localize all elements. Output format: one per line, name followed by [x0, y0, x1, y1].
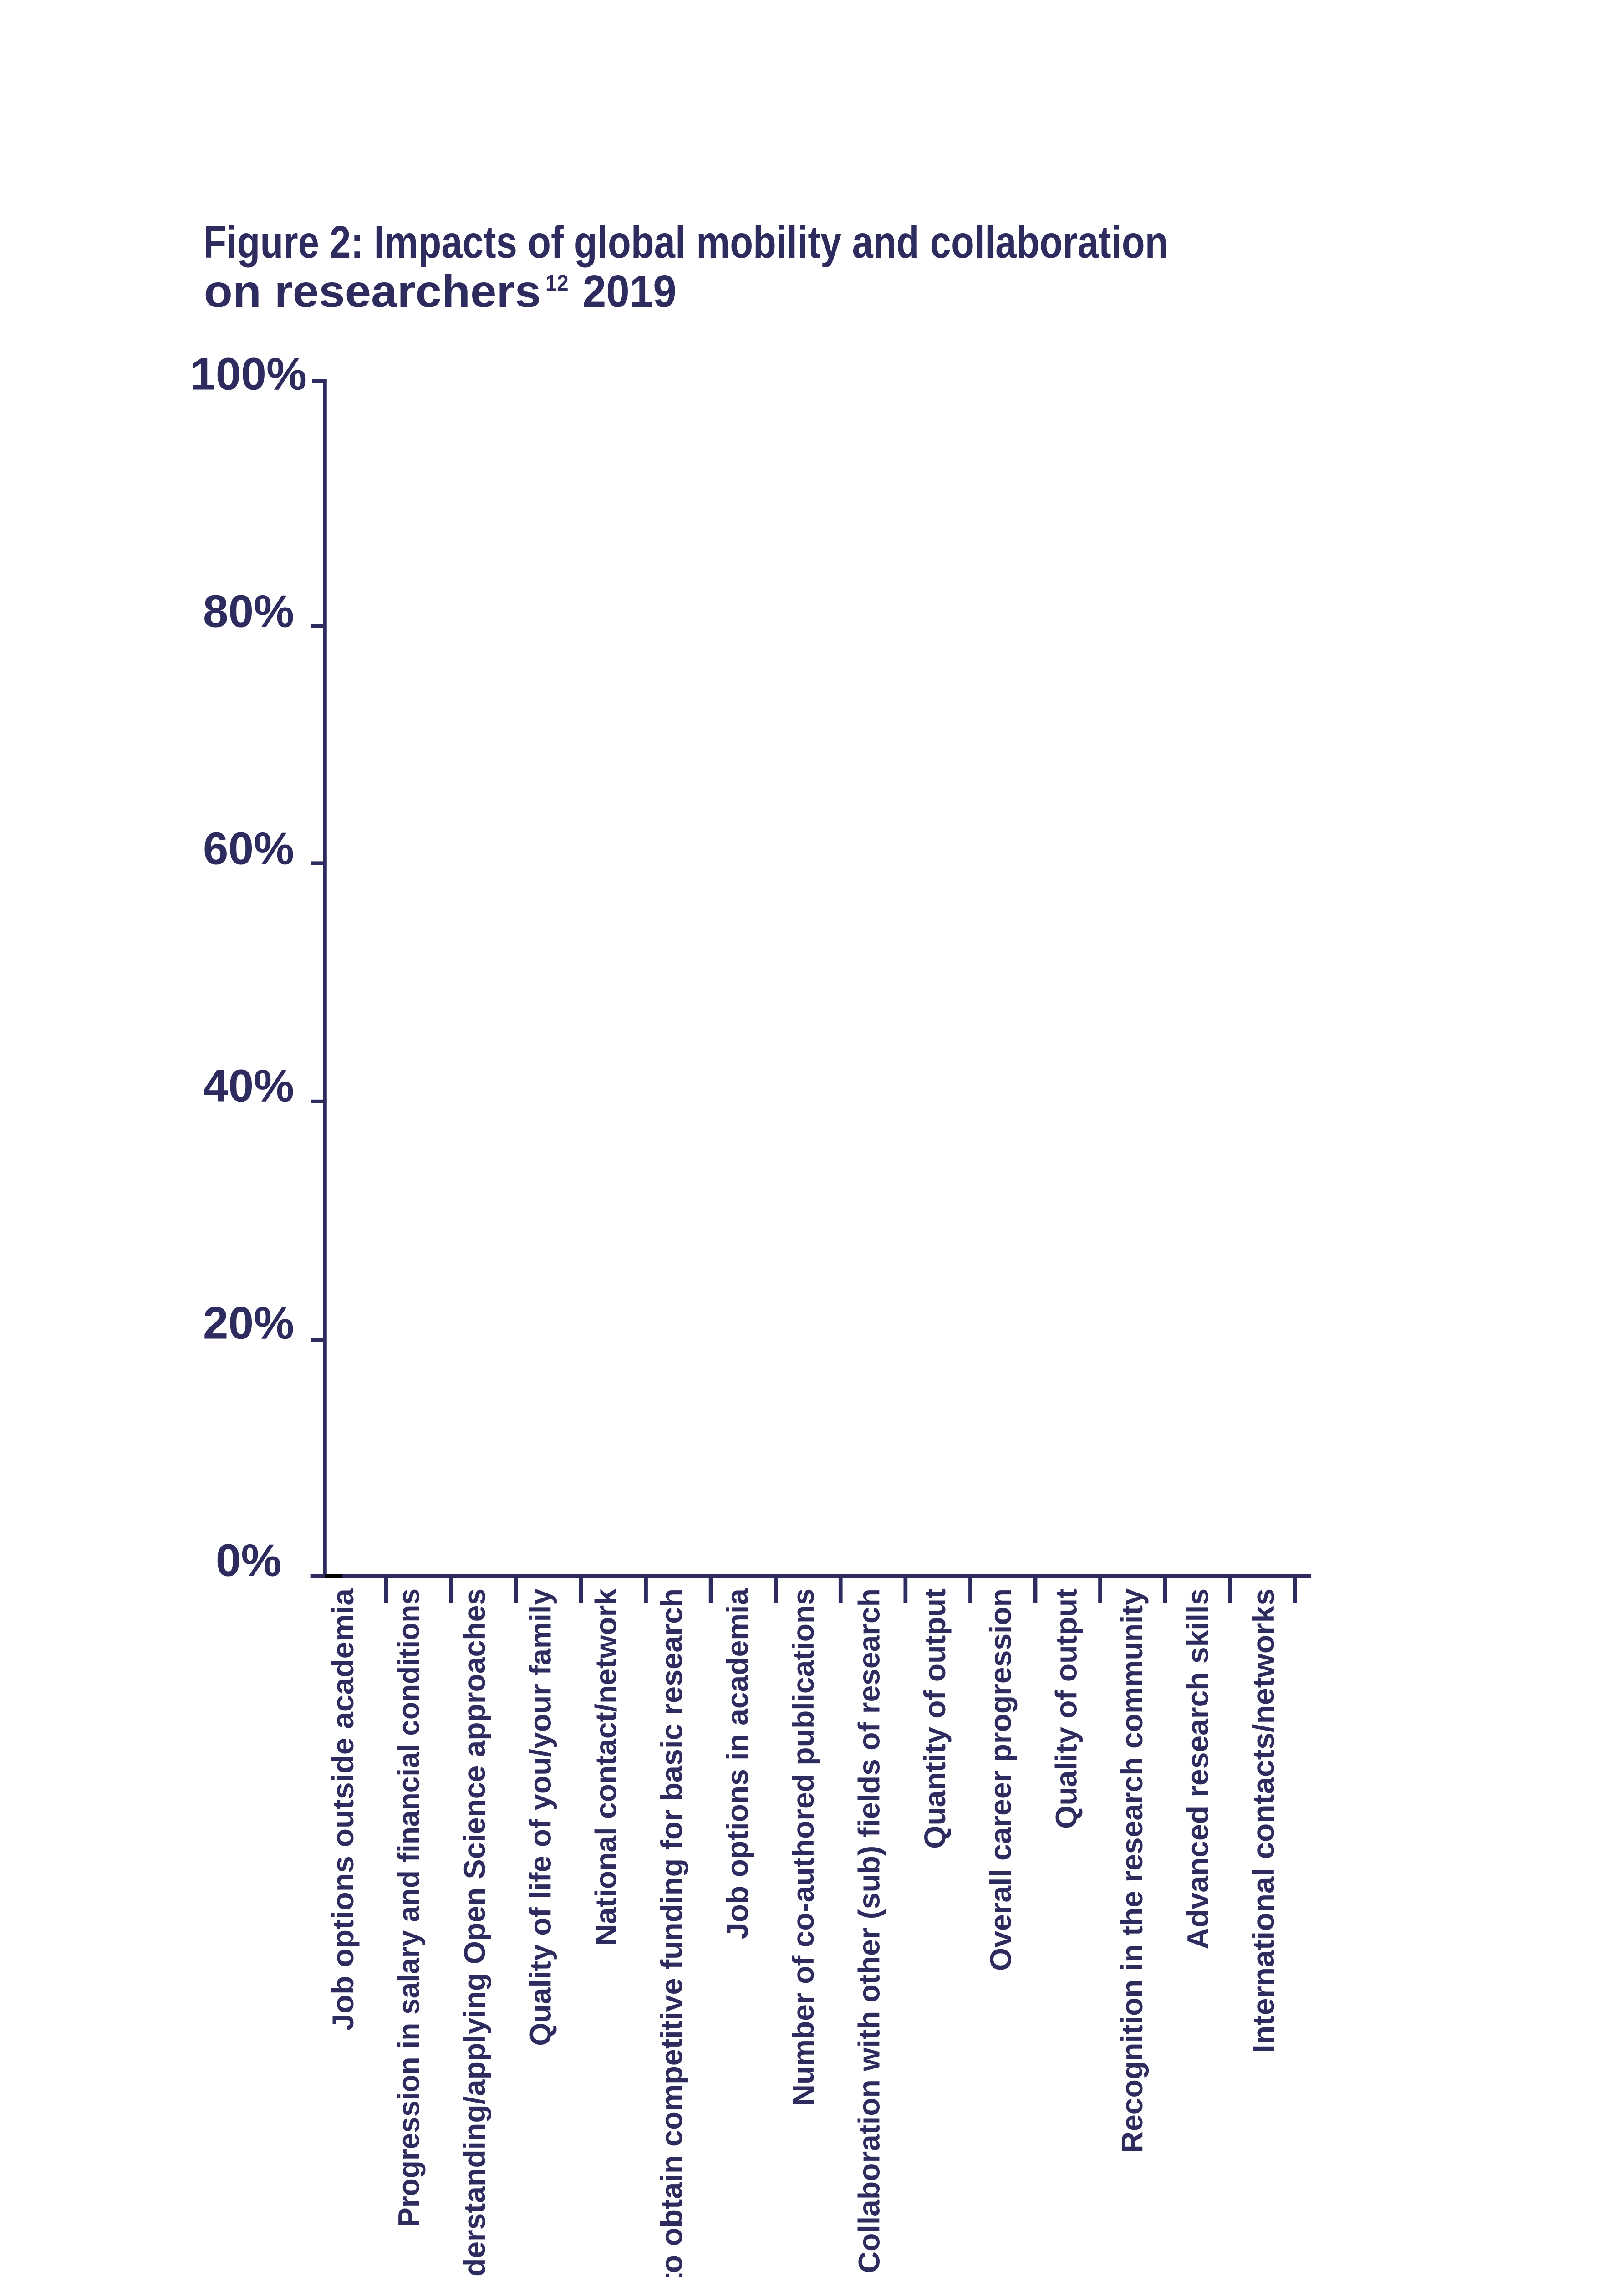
- svg-text:40%: 40%: [203, 1061, 294, 1112]
- svg-text:Quality of output: Quality of output: [1049, 1588, 1083, 1829]
- svg-text:60%: 60%: [203, 823, 294, 874]
- svg-text:80%: 80%: [203, 586, 294, 637]
- svg-text:International contacts/network: International contacts/networks: [1247, 1588, 1280, 2053]
- svg-text:Quantity of output: Quantity of output: [918, 1588, 952, 1849]
- svg-text:2019: 2019: [583, 266, 677, 317]
- svg-text:Recognition in the research co: Recognition in the research community: [1115, 1588, 1149, 2153]
- svg-text:on researchers: on researchers: [204, 266, 541, 317]
- svg-text:Job options outside academia: Job options outside academia: [326, 1588, 360, 2031]
- svg-text:100%: 100%: [190, 349, 307, 400]
- svg-text:National contact/network: National contact/network: [589, 1588, 623, 1946]
- svg-text:Advanced research skills: Advanced research skills: [1181, 1588, 1215, 1949]
- svg-text:Overall career progression: Overall career progression: [983, 1588, 1017, 1971]
- svg-text:Understanding/applying Open Sc: Understanding/applying Open Science appr…: [458, 1588, 491, 2277]
- svg-text:Job options in academia: Job options in academia: [721, 1588, 754, 1939]
- svg-text:0%: 0%: [216, 1535, 282, 1586]
- svg-text:12: 12: [545, 270, 569, 296]
- svg-text:Progression in salary and fina: Progression in salary and financial cond…: [392, 1588, 425, 2227]
- svg-text:Collaboration with other (sub): Collaboration with other (sub) fields of…: [852, 1588, 886, 2273]
- svg-text:Quality of life of you/your fa: Quality of life of you/your family: [523, 1588, 557, 2046]
- svg-text:Figure 2: Impacts of global mo: Figure 2: Impacts of global mobility and…: [204, 217, 1168, 268]
- svg-text:20%: 20%: [203, 1298, 294, 1349]
- svg-text:Number of co-authored publicat: Number of co-authored publications: [786, 1588, 820, 2106]
- svg-text:Ability to obtain competitive: Ability to obtain competitive funding fo…: [655, 1588, 688, 2277]
